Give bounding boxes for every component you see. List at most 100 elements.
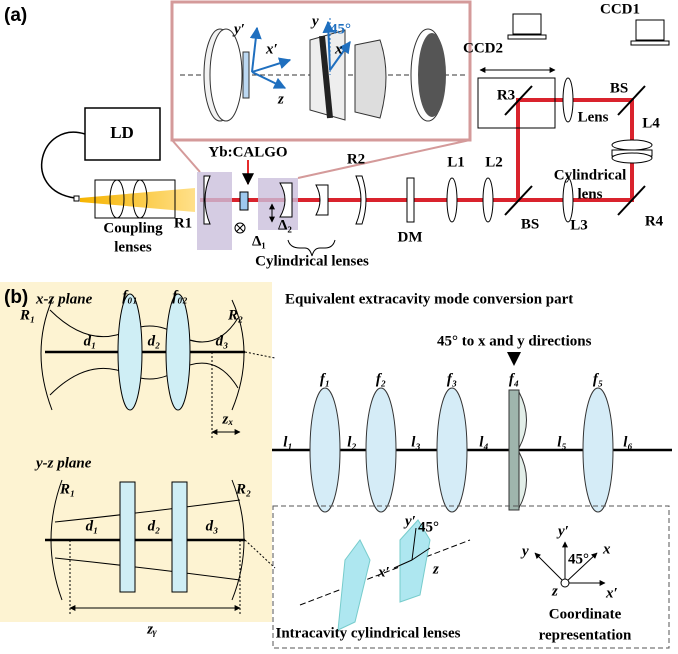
label: L1 xyxy=(447,154,465,170)
yz-diagram xyxy=(120,482,135,592)
label: Cylindrical xyxy=(554,167,627,183)
caption: Intracavity cylindrical lenses xyxy=(276,625,461,641)
label: l₄ xyxy=(479,434,488,450)
label: l₆ xyxy=(623,434,632,450)
label: CCD1 xyxy=(600,1,640,17)
axis-label: y xyxy=(310,13,319,29)
extracavity-lenses xyxy=(366,388,396,512)
xz-diagram xyxy=(166,294,190,410)
angle-label: 45° xyxy=(568,551,589,567)
caption: representation xyxy=(539,627,632,643)
cavity-components xyxy=(563,178,573,222)
label: d₁ xyxy=(84,333,97,349)
xz-diagram xyxy=(118,294,142,410)
section-title: Equivalent extracavity mode conversion p… xyxy=(285,291,573,307)
label: BS xyxy=(610,80,628,96)
angle-label: 45° xyxy=(330,21,351,37)
cavity-components xyxy=(483,178,493,222)
label: R1 xyxy=(174,215,192,231)
label: l₅ xyxy=(557,434,566,450)
axis-label: z xyxy=(551,583,558,599)
detail-box xyxy=(535,553,565,583)
label: f₅ xyxy=(593,371,603,387)
label: d₃ xyxy=(206,518,219,534)
axis-label: y′ xyxy=(556,523,569,539)
label: zᵧ xyxy=(146,621,157,637)
label: d₂ xyxy=(148,333,161,349)
cavity-components xyxy=(631,41,669,45)
figure: (a) y′ x′ z y 45° x LD Coupling lenses xyxy=(0,0,678,654)
cavity-components xyxy=(513,14,541,34)
extracavity-lenses xyxy=(310,388,340,512)
label: d₁ xyxy=(86,518,99,534)
axis-label: x′ xyxy=(377,564,390,580)
label: l₂ xyxy=(347,434,356,450)
label: f₂ xyxy=(376,371,386,387)
axis-label: x′ xyxy=(605,585,618,601)
label: L3 xyxy=(570,217,588,233)
label: Yb:CALGO xyxy=(208,144,287,160)
label: Coupling xyxy=(103,220,163,236)
label: Lens xyxy=(578,109,609,125)
caption: Coordinate xyxy=(549,606,622,622)
panel-label: (b) xyxy=(4,287,28,308)
cavity-components xyxy=(508,35,546,39)
extracavity-lenses xyxy=(509,390,519,510)
label: DM xyxy=(398,229,423,245)
label: l₁ xyxy=(283,434,292,450)
extracavity-lenses xyxy=(437,388,467,512)
cavity-components xyxy=(197,172,232,250)
label: R2 xyxy=(347,151,365,167)
label: zₓ xyxy=(222,411,234,427)
laser-diode xyxy=(74,196,79,201)
label: f₀₁ xyxy=(122,288,137,304)
axis-label: y′ xyxy=(232,21,245,37)
label: d₃ xyxy=(216,333,229,349)
cavity-components xyxy=(447,178,457,222)
axis-label: x xyxy=(602,541,611,557)
label: lens xyxy=(577,186,602,202)
cavity-components xyxy=(612,153,652,163)
label: R₂ xyxy=(227,307,243,323)
label: R3 xyxy=(497,87,515,103)
label: f₃ xyxy=(447,371,457,387)
inset xyxy=(210,29,242,121)
inset xyxy=(298,140,470,178)
marker xyxy=(507,352,521,366)
inset xyxy=(172,140,200,172)
inset xyxy=(243,52,249,98)
cavity-components xyxy=(407,178,414,222)
label: CCD2 xyxy=(463,40,503,56)
label: Cylindrical lenses xyxy=(255,253,369,269)
label: x-z plane xyxy=(35,291,93,307)
detail-box xyxy=(338,540,370,630)
panel-label: (a) xyxy=(4,5,27,26)
extracavity-lenses xyxy=(583,388,613,512)
label: lenses xyxy=(114,239,152,255)
label: R₁ xyxy=(59,481,75,497)
detail-box xyxy=(561,579,569,587)
axis-label: y′ xyxy=(403,513,416,529)
label: f₁ xyxy=(320,371,330,387)
axis-label: z xyxy=(277,91,284,107)
laser-diode xyxy=(42,108,160,201)
note: 45° to x and y directions xyxy=(437,333,592,349)
laser-diode xyxy=(42,132,85,198)
label: Δ₂ xyxy=(278,217,292,233)
inset xyxy=(355,40,386,118)
angle-label: 45° xyxy=(418,519,439,535)
axis-label: y xyxy=(520,543,529,559)
cavity-components xyxy=(240,192,248,210)
label: l₃ xyxy=(411,434,420,450)
cavity-components xyxy=(612,140,652,150)
axis-label: z xyxy=(432,561,439,577)
label: f₀₂ xyxy=(172,288,187,304)
cavity-components xyxy=(563,78,573,122)
ld-label: LD xyxy=(110,123,134,142)
label: L4 xyxy=(642,115,660,131)
label: R4 xyxy=(645,213,664,229)
inset xyxy=(418,33,446,117)
label: R₁ xyxy=(19,307,35,323)
label: R₂ xyxy=(235,481,251,497)
cavity-components xyxy=(636,20,664,40)
